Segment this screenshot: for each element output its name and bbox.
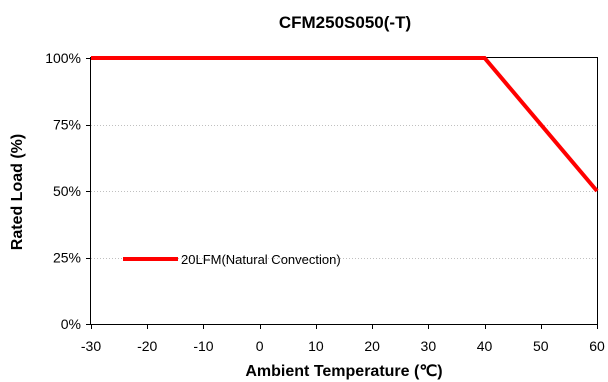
x-tick-label: 20 xyxy=(364,338,380,354)
x-tick-label: 50 xyxy=(533,338,549,354)
y-tick-label: 50% xyxy=(53,183,81,199)
x-tick-label: 10 xyxy=(308,338,324,354)
x-tick-label: 40 xyxy=(477,338,493,354)
y-tick-label: 0% xyxy=(61,316,81,332)
x-tick-label: -20 xyxy=(137,338,157,354)
chart-title: CFM250S050(-T) xyxy=(279,13,411,32)
y-axis-ticks: 0% 25% 50% 75% 100% xyxy=(45,50,91,332)
x-axis-ticks: -30 -20 -10 0 10 20 30 40 50 60 xyxy=(81,324,605,354)
y-tick-label: 100% xyxy=(45,50,81,66)
x-tick-label: -10 xyxy=(193,338,213,354)
y-tick-label: 75% xyxy=(53,117,81,133)
x-tick-label: 60 xyxy=(589,338,605,354)
x-axis-title: Ambient Temperature (℃) xyxy=(245,363,442,380)
series-line xyxy=(91,56,599,193)
gridlines xyxy=(91,125,597,259)
x-tick-label: -30 xyxy=(81,338,101,354)
x-tick-label: 30 xyxy=(421,338,437,354)
series-layer xyxy=(90,56,599,193)
x-tick-label: 0 xyxy=(256,338,264,354)
legend-label: 20LFM(Natural Convection) xyxy=(181,252,341,267)
y-axis-title: Rated Load (%) xyxy=(9,134,26,250)
legend: 20LFM(Natural Convection) xyxy=(123,252,341,267)
y-tick-label: 25% xyxy=(53,250,81,266)
